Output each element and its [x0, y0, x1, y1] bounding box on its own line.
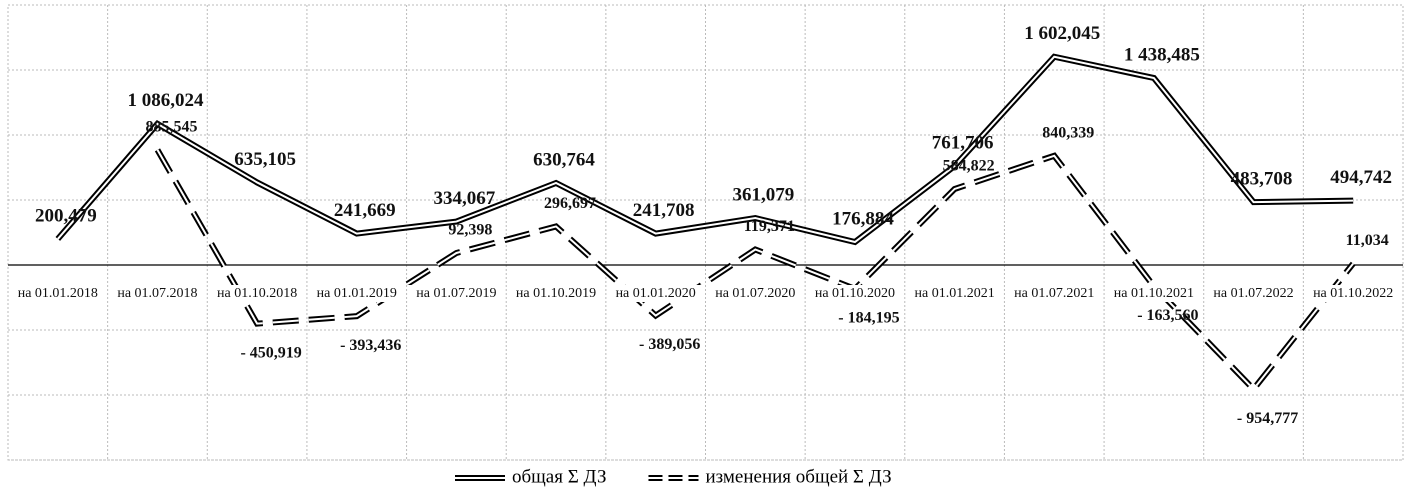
x-tick-label: на 01.10.2018: [209, 285, 306, 302]
data-label: 176,884: [832, 208, 894, 229]
data-label: - 450,919: [240, 344, 301, 361]
data-label: - 954,777: [1237, 410, 1298, 427]
data-label: 92,398: [448, 222, 492, 239]
x-tick-label: на 01.01.2021: [906, 285, 1003, 302]
data-label: 361,079: [732, 184, 794, 205]
x-tick-label: на 01.01.2018: [9, 285, 106, 302]
data-label: 296,697: [544, 195, 596, 212]
x-tick-label: на 01.10.2019: [508, 285, 605, 302]
data-label: 584,822: [943, 158, 995, 175]
series-line-inner: [57, 55, 1354, 244]
data-label: 241,669: [334, 200, 396, 221]
data-label: - 389,056: [639, 336, 700, 353]
data-label: - 163,560: [1137, 307, 1198, 324]
series-line-inner: [156, 149, 1354, 391]
legend-label: изменения общей Σ ДЗ: [705, 466, 891, 487]
legend-label: общая Σ ДЗ: [512, 466, 606, 487]
x-tick-label: на 01.10.2020: [806, 285, 903, 302]
data-label: 241,708: [633, 200, 695, 221]
x-tick-label: на 01.07.2019: [408, 285, 505, 302]
data-label: 1 086,024: [127, 90, 204, 111]
data-label: 494,742: [1330, 167, 1392, 188]
data-label: 1 602,045: [1024, 23, 1100, 44]
data-label: 1 438,485: [1124, 44, 1200, 65]
data-label: 885,545: [145, 119, 197, 136]
data-label: - 184,195: [838, 310, 899, 327]
data-label: 761,706: [932, 132, 994, 153]
x-tick-label: на 01.01.2019: [308, 285, 405, 302]
data-label: 630,764: [533, 149, 595, 170]
data-label: 200,479: [35, 205, 97, 226]
x-tick-label: на 01.07.2022: [1205, 285, 1302, 302]
data-label: 840,339: [1042, 124, 1094, 141]
data-label: 635,105: [234, 149, 296, 170]
x-tick-label: на 01.07.2020: [707, 285, 804, 302]
x-tick-label: на 01.01.2020: [607, 285, 704, 302]
x-tick-label: на 01.07.2021: [1006, 285, 1103, 302]
data-label: - 393,436: [340, 337, 401, 354]
data-label: 119,371: [744, 218, 795, 235]
data-label: 11,034: [1346, 232, 1389, 249]
x-tick-label: на 01.10.2021: [1105, 285, 1202, 302]
data-label: 483,708: [1231, 168, 1293, 189]
x-tick-label: на 01.07.2018: [109, 285, 206, 302]
data-label: 334,067: [434, 188, 496, 209]
x-tick-label: на 01.10.2022: [1305, 285, 1402, 302]
